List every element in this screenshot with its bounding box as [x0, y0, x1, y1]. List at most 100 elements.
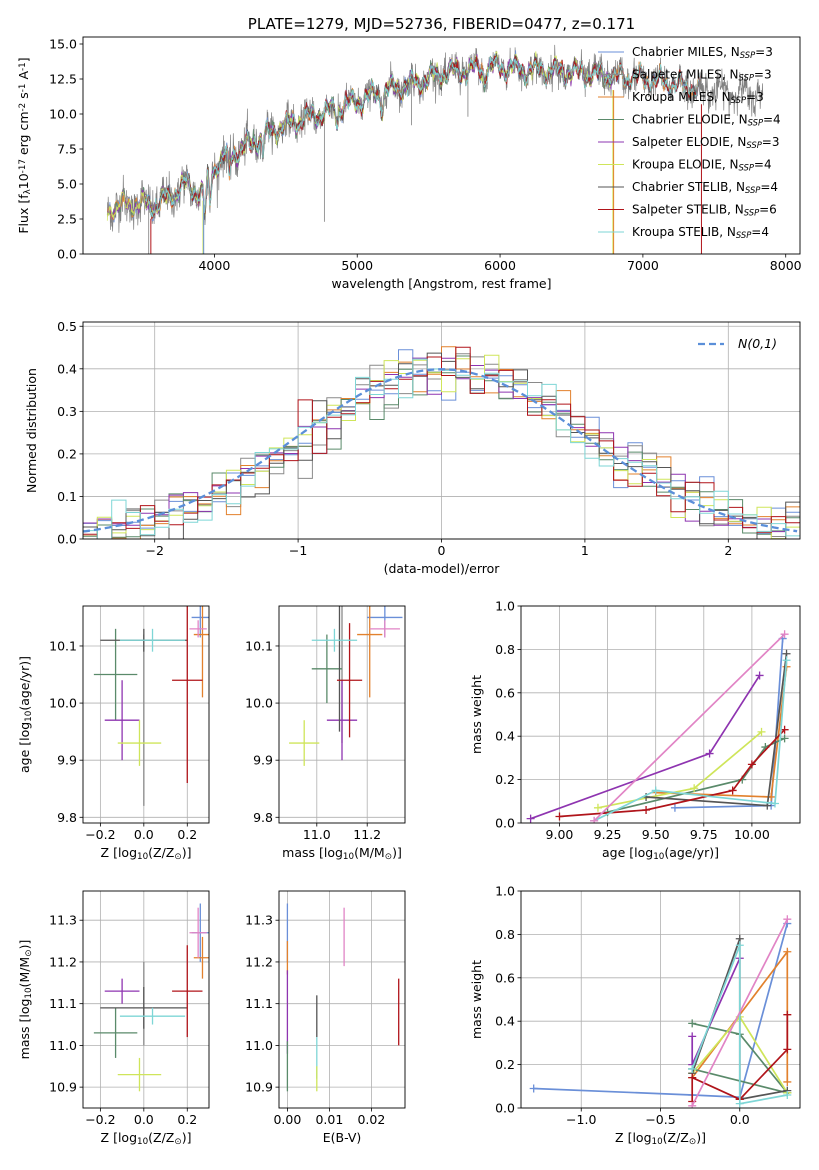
- axes-weight_vs_Z: −1.0 −0.5 0.0 0.0 0.2 0.4 0.6 0.8 1.0 Z [log10(Z/…: [469, 884, 801, 1147]
- errorbar-kroupa-miles: [193, 936, 209, 979]
- y-tick-label: 11.2: [245, 954, 273, 969]
- axes-frame-spectrum: 4000 5000 6000 7000 8000 0.0 2.5 5.0 7.5 10.0 12.5…: [16, 37, 802, 292]
- weight-marker: [780, 734, 789, 743]
- text-fragment: 10: [16, 173, 31, 189]
- weight-marker: [735, 1099, 744, 1108]
- x-tick-label: 0.0: [134, 827, 154, 842]
- weight-marker: [690, 784, 699, 793]
- weight-marker: [651, 786, 660, 795]
- errorbar-kroupa-stelib: [119, 628, 186, 652]
- errorbar-salpeter-stelib: [172, 945, 203, 1038]
- text-fragment: λ: [23, 189, 33, 194]
- text-fragment: ⊙: [689, 1137, 696, 1147]
- y-tick-label: 10.1: [49, 638, 77, 653]
- model-spectrum-salpeter-elodie: [107, 52, 615, 220]
- text-fragment: =4: [760, 180, 778, 194]
- weight-line-salpeter-stelib: [559, 729, 786, 818]
- text-fragment: SSP: [746, 140, 762, 150]
- x-tick-label: −1.0: [566, 1112, 596, 1127]
- errorbar-extra_pink: [189, 907, 207, 958]
- x-tick-label: 4000: [198, 258, 230, 273]
- text-fragment: Salpeter ELODIE, N: [632, 135, 746, 149]
- x-tick-label: 0.2: [177, 1112, 197, 1127]
- text-fragment: =6: [759, 203, 777, 217]
- y-axis-label: mass [log10(M/M⊙)]: [17, 940, 34, 1060]
- text-fragment: wavelength [Angstrom, rest frame]: [331, 276, 551, 291]
- y-tick-label: 0.1: [57, 489, 77, 504]
- text-fragment: 10: [652, 1137, 663, 1147]
- y-tick-label: 0.8: [495, 642, 515, 657]
- weight-marker: [705, 749, 714, 758]
- plot-area-mass_vs_Z: [93, 903, 209, 1092]
- y-tick-label: 10.1: [245, 638, 273, 653]
- text-fragment: mass weight: [469, 675, 484, 754]
- y-tick-label: 10.9: [245, 1080, 273, 1095]
- plot-area-age_vs_Z: [93, 606, 209, 806]
- errorbar-salpeter-elodie: [104, 978, 140, 1004]
- weight-marker: [783, 1090, 792, 1099]
- x-axis-label: age [log10(age/yr)]: [602, 845, 719, 862]
- axes-frame-age_vs_mass: 11.0 11.2 9.8 9.9 10.0 10.1 mass [log10(M/M⊙)]: [245, 605, 406, 862]
- text-fragment: ]: [16, 57, 31, 62]
- text-fragment: mass [log: [282, 845, 343, 860]
- text-fragment: Kroupa MILES, N: [632, 90, 731, 104]
- axes-frame-residuals: −2 −1 0 1 2 0.0 0.1 0.2 0.3 0.4 0.5 (data-model)/er…: [24, 319, 801, 576]
- weight-marker: [590, 816, 599, 823]
- y-tick-label: 10.0: [49, 696, 77, 711]
- axes-mass_vs_ebv: 0.00 0.01 0.02 10.9 11.0 11.1 11.2 11.3 E(B-V): [245, 890, 406, 1145]
- y-tick-label: 0.5: [57, 319, 77, 334]
- text-fragment: mass weight: [469, 960, 484, 1039]
- y-tick-label: 2.5: [57, 212, 77, 227]
- text-fragment: =4: [763, 113, 781, 127]
- y-axis-label: Flux [fλ10-17 erg cm-2 s-1 A-1]: [16, 57, 33, 233]
- y-axis-label: mass weight: [469, 675, 484, 754]
- text-fragment: =3: [746, 90, 764, 104]
- plot-area-weight_vs_Z: [529, 915, 792, 1108]
- y-tick-label: 0.3: [57, 404, 77, 419]
- y-tick-label: 0.8: [495, 927, 515, 942]
- weight-line-extra_pink: [691, 918, 789, 1107]
- plot-area-residuals: [83, 346, 800, 539]
- text-fragment: 10: [653, 852, 664, 862]
- text-fragment: SSP: [744, 207, 760, 217]
- x-tick-label: 5000: [341, 258, 373, 273]
- weight-marker: [755, 671, 764, 680]
- text-fragment: SSP: [739, 72, 755, 82]
- text-fragment: (Z/Z: [663, 1130, 689, 1145]
- weight-line-kroupa-stelib: [593, 660, 788, 822]
- legend-label: Salpeter MILES, NSSP=3: [632, 68, 772, 83]
- errorbar-kroupa-miles: [193, 606, 209, 698]
- legend-label: Kroupa MILES, NSSP=3: [632, 90, 764, 105]
- x-tick-label: −1: [289, 543, 307, 558]
- errorbar-salpeter-stelib: [172, 606, 203, 784]
- weight-marker: [688, 1019, 697, 1028]
- text-fragment: (age/yr)]: [664, 845, 719, 860]
- legend-label: N(0,1): [738, 336, 777, 351]
- weight-marker: [783, 1077, 792, 1086]
- text-fragment: Z [log: [101, 845, 137, 860]
- x-tick-label: 11.2: [353, 827, 381, 842]
- text-fragment: Z [log: [101, 1130, 137, 1145]
- x-axis-label: wavelength [Angstrom, rest frame]: [331, 276, 551, 291]
- errorbar-salpeter-elodie: [104, 680, 140, 761]
- text-fragment: 10: [343, 852, 354, 862]
- x-tick-label: 0.01: [315, 1112, 343, 1127]
- y-tick-label: 0.2: [495, 1057, 515, 1072]
- y-tick-label: 9.8: [253, 810, 273, 825]
- errorbar-kroupa-stelib: [311, 628, 358, 652]
- text-fragment: SSP: [748, 117, 764, 127]
- normal-reference-curve: [83, 368, 798, 533]
- x-axis-label: Z [log10(Z/Z⊙)]: [615, 1130, 706, 1147]
- text-fragment: s: [16, 92, 31, 103]
- text-fragment: ⊙: [385, 852, 392, 862]
- errorbar-salpeter-elodie: [326, 680, 358, 761]
- weight-marker: [783, 915, 792, 924]
- axes-frame: [520, 605, 801, 824]
- text-fragment: N(0,1): [738, 336, 777, 351]
- y-axis-label: Normed distribution: [24, 368, 39, 493]
- errorbar-kroupa-elodie: [289, 720, 320, 766]
- y-tick-label: 11.1: [245, 996, 273, 1011]
- x-axis-label: Z [log10(Z/Z⊙)]: [101, 1130, 192, 1147]
- y-tick-label: 10.0: [49, 107, 77, 122]
